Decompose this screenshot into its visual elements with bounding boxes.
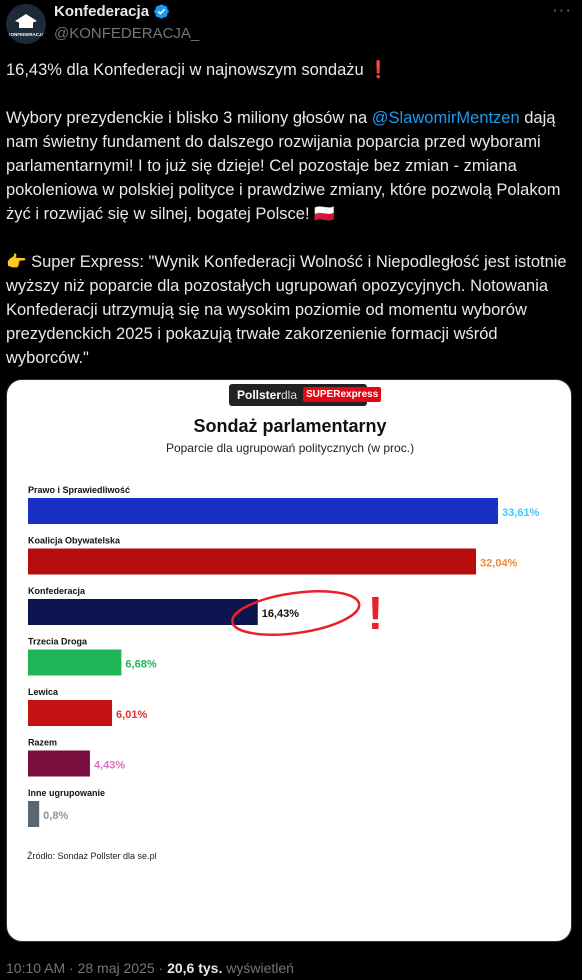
bar-inne-ugrupowanie bbox=[28, 801, 40, 827]
bar-lewica bbox=[28, 700, 113, 726]
tweet-timestamp[interactable]: 10:10 AM · 28 maj 2025 · bbox=[6, 960, 168, 976]
category-label-lewica: Lewica bbox=[28, 687, 59, 697]
tweet-meta: 10:10 AM · 28 maj 2025 · 20,6 tys. wyświ… bbox=[6, 960, 294, 976]
bar-razem bbox=[28, 750, 90, 777]
tweet-paragraph-2-start: Wybory prezydenckie i blisko 3 miliony g… bbox=[6, 109, 372, 127]
tweet-paragraph-2: Wybory prezydenckie i blisko 3 miliony g… bbox=[6, 106, 572, 226]
value-label-prawo-i-sprawiedliwosc: 33,61% bbox=[502, 507, 540, 519]
view-count: 20,6 tys. bbox=[167, 960, 223, 976]
poll-image-card[interactable]: Pollster dla SUPERexpress Sondaż parlame… bbox=[6, 379, 572, 942]
tweet-line-1: 16,43% dla Konfederacji w najnowszym son… bbox=[6, 61, 389, 79]
brand-super-express: SUPERexpress bbox=[303, 387, 382, 402]
category-label-trzecia-droga: Trzecia Droga bbox=[28, 637, 88, 647]
value-label-konfederacja: 16,43% bbox=[262, 608, 300, 620]
brand-pollster: Pollster bbox=[237, 388, 282, 402]
bar-trzecia-droga bbox=[28, 649, 122, 676]
avatar[interactable]: KONFEDERACJA bbox=[6, 4, 46, 44]
category-label-razem: Razem bbox=[28, 738, 57, 748]
value-label-trzecia-droga: 6,68% bbox=[125, 659, 156, 671]
avatar-text: KONFEDERACJA bbox=[7, 32, 45, 37]
exclamation-annotation: ! bbox=[368, 587, 383, 639]
chart-title: Sondaż parlamentarny bbox=[193, 416, 387, 436]
bar-koalicja-obywatelska bbox=[28, 548, 477, 575]
tweet-text: 16,43% dla Konfederacji w najnowszym son… bbox=[6, 58, 572, 370]
chart-source: Źródło: Sondaż Pollster dla se.pl bbox=[27, 851, 157, 861]
more-options-icon[interactable]: ··· bbox=[552, 0, 572, 19]
highlight-circle bbox=[231, 590, 361, 636]
brand-dla: dla bbox=[281, 388, 298, 402]
brand-bar: Pollster dla SUPERexpress bbox=[229, 384, 382, 406]
author-handle[interactable]: @KONFEDERACJA_ bbox=[54, 25, 200, 42]
verified-badge-icon bbox=[154, 4, 169, 19]
category-label-inne-ugrupowanie: Inne ugrupowanie bbox=[28, 788, 105, 798]
bar-prawo-i-sprawiedliwosc bbox=[28, 498, 498, 524]
chart-subtitle: Poparcie dla ugrupowań politycznych (w p… bbox=[165, 441, 415, 455]
category-label-koalicja-obywatelska: Koalicja Obywatelska bbox=[28, 536, 121, 546]
author-name[interactable]: Konfederacja bbox=[54, 3, 150, 20]
view-count-label: wyświetleń bbox=[222, 960, 294, 976]
tweet-paragraph-3: 👉 Super Express: "Wynik Konfederacji Wol… bbox=[6, 253, 572, 367]
value-label-lewica: 6,01% bbox=[116, 709, 147, 721]
bar-konfederacja bbox=[28, 599, 258, 625]
category-label-prawo-i-sprawiedliwosc: Prawo i Sprawiedliwość bbox=[28, 485, 130, 495]
mention-link[interactable]: @SlawomirMentzen bbox=[371, 109, 520, 127]
value-label-razem: 4,43% bbox=[94, 760, 125, 772]
value-label-inne-ugrupowanie: 0,8% bbox=[43, 810, 68, 822]
tweet-header: KONFEDERACJA Konfederacja @KONFEDERACJA_… bbox=[0, 0, 582, 50]
bar-chart: Prawo i Sprawiedliwość 33,61% Koalicja Oby… bbox=[28, 485, 540, 827]
avatar-logo-icon: KONFEDERACJA bbox=[6, 4, 46, 44]
category-label-konfederacja: Konfederacja bbox=[28, 586, 86, 596]
value-label-koalicja-obywatelska: 32,04% bbox=[480, 558, 518, 570]
tweet-paragraph-2-end: dają nam świetny fundament do dalszego r… bbox=[6, 109, 566, 223]
